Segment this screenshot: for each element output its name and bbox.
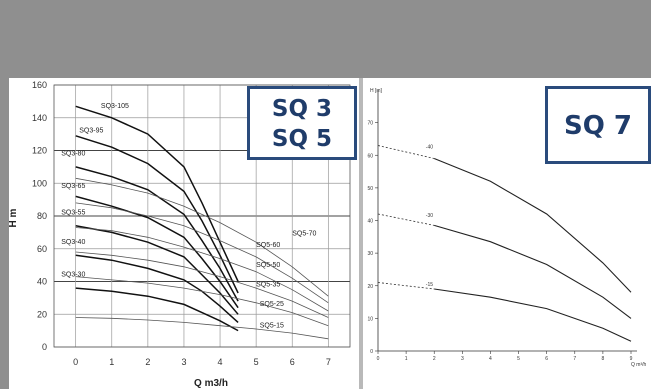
y-tick-label: 120 xyxy=(32,146,47,156)
series-line-sq3-30 xyxy=(75,287,239,332)
series-line-sq3-55 xyxy=(75,225,239,315)
series-line-sq3-40 xyxy=(75,254,239,323)
y-tick-label: 50 xyxy=(367,186,373,192)
series-label-sq5-35: SQ5-35 xyxy=(256,281,280,288)
series-label--15: -15 xyxy=(426,282,433,288)
series-line-sq3-95 xyxy=(75,135,239,294)
chart-right-ticks: 0 10 20 30 40 50 60 70 0 1 2 3 4 5 6 7 8 9 xyxy=(367,121,632,362)
x-tick-label: 0 xyxy=(377,356,380,362)
series-dashed--40 xyxy=(377,145,435,159)
series-label--30: -30 xyxy=(426,213,433,219)
x-tick-label: 4 xyxy=(489,356,492,362)
x-tick-label: 6 xyxy=(290,357,295,367)
series-label-sq5-70: SQ5-70 xyxy=(292,231,316,238)
x-tick-label: 2 xyxy=(145,357,150,367)
model-badge-sq3-sq5: SQ 3 SQ 5 xyxy=(247,86,357,160)
series-line--15 xyxy=(434,288,632,342)
y-tick-label: 0 xyxy=(42,342,47,352)
header-banner xyxy=(0,0,651,78)
y-tick-label: 10 xyxy=(367,316,373,322)
series-dashed--15 xyxy=(377,282,435,290)
y-axis-label: H [m] xyxy=(370,88,383,94)
badge-line-sq3: SQ 3 xyxy=(271,96,333,122)
y-tick-label: 20 xyxy=(37,309,47,319)
series-dashed--30 xyxy=(377,213,435,226)
y-tick-label: 20 xyxy=(367,284,373,290)
badge-line-sq5: SQ 5 xyxy=(271,126,333,152)
series-line--30 xyxy=(434,224,632,319)
chart-left-ticks: 0 20 40 60 80 100 120 140 160 0 1 2 3 4 5 6 7 xyxy=(32,80,331,367)
series-line-sq3-80 xyxy=(75,166,239,302)
y-tick-label: 160 xyxy=(32,80,47,90)
model-badge-sq7: SQ 7 xyxy=(545,86,651,164)
series-line-sq5-70 xyxy=(75,177,329,297)
x-axis-label: Q m3/h xyxy=(194,378,228,389)
series-label-sq3-55: SQ3-55 xyxy=(61,209,85,216)
x-tick-label: 2 xyxy=(433,356,436,362)
series-label-sq3-105: SQ3-105 xyxy=(101,103,129,110)
series-line-sq3-105 xyxy=(75,105,239,282)
series-label--40: -40 xyxy=(426,145,433,151)
y-tick-label: 0 xyxy=(370,349,373,355)
y-tick-label: 70 xyxy=(367,121,373,127)
series-line-sq5-60 xyxy=(75,202,329,304)
series-label-sq3-65: SQ3-65 xyxy=(61,183,85,190)
series-line--40 xyxy=(433,157,632,293)
series-label-sq3-30: SQ3-30 xyxy=(61,272,85,279)
x-tick-label: 7 xyxy=(573,356,576,362)
y-tick-label: 140 xyxy=(32,113,47,123)
x-tick-label: 5 xyxy=(254,357,259,367)
x-tick-label: 3 xyxy=(181,357,186,367)
x-tick-label: 1 xyxy=(405,356,408,362)
series-label-sq3-40: SQ3-40 xyxy=(61,239,85,246)
series-label-sq3-80: SQ3-80 xyxy=(61,150,85,157)
series-line-sq5-50 xyxy=(75,227,329,312)
y-tick-label: 100 xyxy=(32,178,47,188)
y-tick-label: 40 xyxy=(37,277,47,287)
chart-left-series xyxy=(75,105,329,340)
x-tick-label: 9 xyxy=(630,356,633,362)
y-tick-label: 60 xyxy=(37,244,47,254)
chart-divider xyxy=(359,78,363,389)
x-tick-label: 3 xyxy=(461,356,464,362)
x-tick-label: 4 xyxy=(218,357,223,367)
x-axis-label: Q m³/h xyxy=(631,362,646,368)
x-tick-label: 1 xyxy=(109,357,114,367)
chart-left-series-labels: SQ3-105 SQ3-95 SQ3-80 SQ3-65 SQ3-55 SQ3-40 SQ3… xyxy=(61,103,316,329)
y-tick-label: 30 xyxy=(367,251,373,257)
left-border-strip xyxy=(0,78,9,389)
series-line-sq5-15 xyxy=(75,317,329,340)
x-tick-label: 6 xyxy=(545,356,548,362)
plot-frame xyxy=(53,84,351,348)
x-tick-label: 7 xyxy=(326,357,331,367)
series-line-sq3-65 xyxy=(75,195,239,309)
y-tick-label: 40 xyxy=(367,219,373,225)
chart-right-series xyxy=(377,145,632,342)
y-axis-label: H m xyxy=(8,208,19,227)
y-tick-label: 80 xyxy=(37,211,47,221)
chart-right-series-labels: -40 -30 -15 xyxy=(426,145,433,288)
series-line-sq5-25 xyxy=(75,276,329,327)
series-label-sq5-25: SQ5-25 xyxy=(260,301,284,308)
series-label-sq5-60: SQ5-60 xyxy=(256,242,280,249)
chart-sq7: 0 10 20 30 40 50 60 70 0 1 2 3 4 5 6 7 8 9 -40 -30 -15 H [m… xyxy=(363,78,651,389)
x-tick-label: 0 xyxy=(73,357,78,367)
y-tick-label: 60 xyxy=(367,153,373,159)
series-label-sq3-95: SQ3-95 xyxy=(79,127,103,134)
x-tick-label: 5 xyxy=(517,356,520,362)
series-label-sq5-50: SQ5-50 xyxy=(256,262,280,269)
x-tick-label: 8 xyxy=(601,356,604,362)
series-line-sq5-35 xyxy=(75,251,329,318)
series-label-sq5-15: SQ5-15 xyxy=(260,322,284,329)
